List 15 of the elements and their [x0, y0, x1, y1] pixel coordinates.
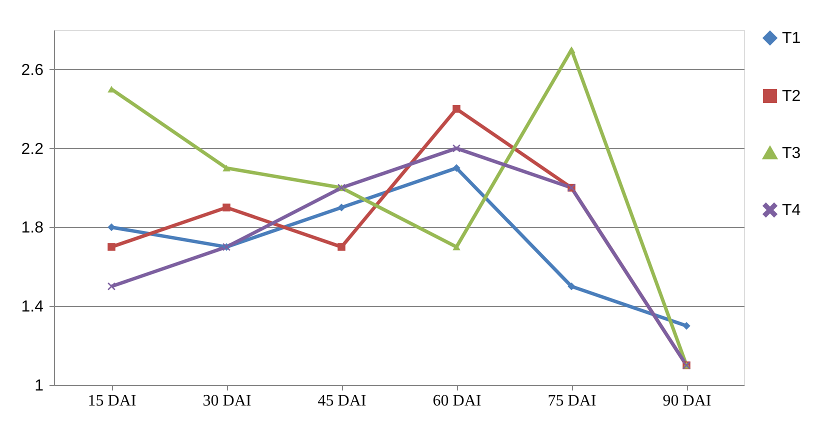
x-tick-label: 75 DAI [548, 392, 596, 410]
y-tick-label: 2.6 [21, 62, 44, 79]
x-tick-label: 45 DAI [318, 392, 366, 410]
legend-label: T1 [782, 30, 801, 47]
x-tick-label: 15 DAI [88, 392, 136, 410]
y-tick-label: 1 [34, 378, 44, 394]
x-tick-label: 60 DAI [432, 392, 482, 410]
x-tick-label: 90 DAI [662, 392, 712, 410]
legend-label: T2 [782, 88, 801, 105]
y-tick-label: 1.4 [21, 298, 44, 316]
x-tick-label: 30 DAI [202, 392, 252, 410]
y-tick-label: 1.8 [21, 220, 44, 237]
legend-label: T4 [782, 202, 801, 219]
y-tick-label: 2.2 [21, 140, 44, 158]
legend-label: T3 [782, 145, 801, 162]
